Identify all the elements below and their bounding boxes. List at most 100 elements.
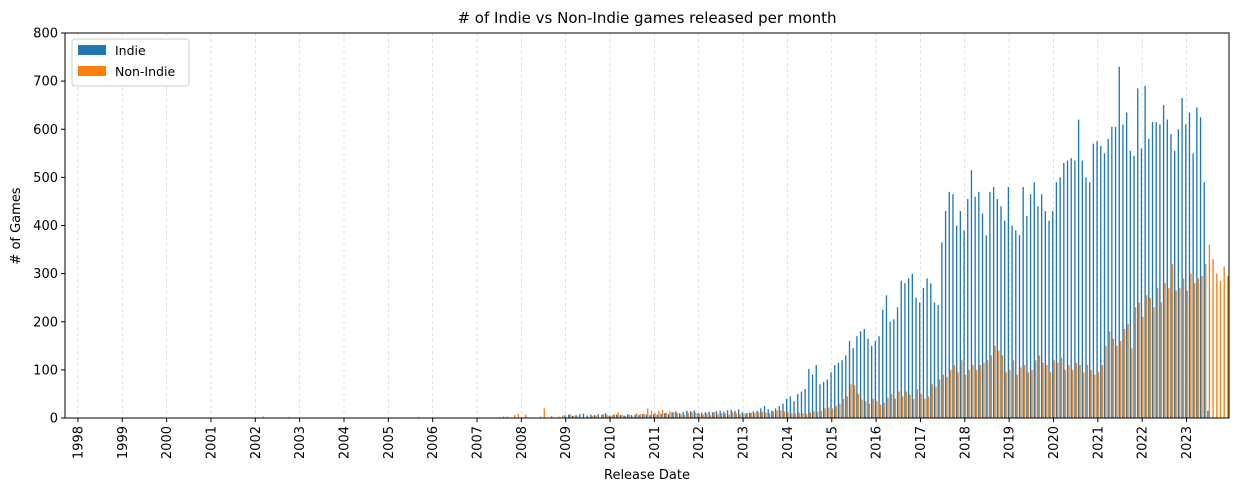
bar-indie-221 xyxy=(882,309,884,418)
bar-indie-249 xyxy=(985,235,987,418)
y-tick-label-600: 600 xyxy=(33,123,58,138)
bar-indie-177 xyxy=(719,410,721,418)
bar-non-indie-134 xyxy=(562,415,564,418)
bar-indie-168 xyxy=(686,410,688,418)
bar-non-indie-259 xyxy=(1023,365,1026,418)
bar-indie-246 xyxy=(974,196,976,418)
bar-non-indie-203 xyxy=(817,411,819,418)
bar-non-indie-296 xyxy=(1160,302,1163,418)
bar-indie-137 xyxy=(571,415,574,418)
bar-indie-282 xyxy=(1107,138,1109,418)
bar-indie-229 xyxy=(911,273,913,418)
bar-indie-271 xyxy=(1066,160,1069,418)
bar-indie-247 xyxy=(978,191,980,418)
bar-non-indie-137 xyxy=(573,416,575,418)
bar-non-indie-248 xyxy=(983,362,985,418)
legend: Indie Non-Indie xyxy=(71,38,190,87)
x-tick-label-2011: 2011 xyxy=(648,426,663,459)
bar-indie-180 xyxy=(730,409,732,418)
y-tick-label-700: 700 xyxy=(33,75,58,90)
x-tick-label-2012: 2012 xyxy=(692,426,707,459)
bar-non-indie-128 xyxy=(539,416,542,418)
bar-non-indie-122 xyxy=(517,413,520,418)
bar-non-indie-310 xyxy=(1212,259,1214,418)
bar-non-indie-118 xyxy=(502,416,505,418)
bar-indie-250 xyxy=(989,191,991,418)
bar-indie-308 xyxy=(1203,182,1205,418)
bar-indie-193 xyxy=(778,405,780,418)
bars xyxy=(262,66,1229,418)
bar-non-indie-274 xyxy=(1079,365,1081,418)
bar-non-indie-165 xyxy=(676,413,678,418)
bar-non-indie-304 xyxy=(1190,273,1192,418)
bar-non-indie-225 xyxy=(898,391,900,418)
bar-non-indie-151 xyxy=(624,416,627,418)
bar-non-indie-143 xyxy=(595,415,597,418)
bar-non-indie-161 xyxy=(661,409,664,418)
bar-non-indie-174 xyxy=(709,415,712,418)
bar-indie-262 xyxy=(1033,182,1035,418)
bar-non-indie-198 xyxy=(798,412,800,418)
bar-non-indie-53 xyxy=(262,416,265,418)
x-tick-label-2022: 2022 xyxy=(1136,426,1151,459)
bar-indie-299 xyxy=(1170,134,1172,418)
bar-indie-234 xyxy=(930,283,932,418)
x-tick-label-2015: 2015 xyxy=(825,426,840,459)
bar-indie-210 xyxy=(841,360,843,418)
bar-non-indie-237 xyxy=(942,374,945,418)
bar-indie-269 xyxy=(1059,177,1061,418)
bar-indie-219 xyxy=(874,341,877,418)
bar-non-indie-158 xyxy=(650,410,653,418)
bar-non-indie-251 xyxy=(994,345,996,418)
bar-indie-153 xyxy=(630,415,633,418)
x-tick-label-2004: 2004 xyxy=(337,426,352,459)
bar-non-indie-227 xyxy=(905,391,908,418)
bar-non-indie-262 xyxy=(1035,360,1037,418)
bar-indie-252 xyxy=(996,199,998,418)
bar-indie-238 xyxy=(944,211,947,418)
bar-non-indie-206 xyxy=(828,407,830,418)
bar-non-indie-280 xyxy=(1101,365,1103,418)
bar-non-indie-167 xyxy=(684,415,686,418)
bar-non-indie-278 xyxy=(1094,374,1096,418)
bar-indie-285 xyxy=(1118,66,1120,418)
bar-non-indie-288 xyxy=(1131,348,1133,418)
bar-non-indie-303 xyxy=(1186,290,1188,418)
bar-indie-236 xyxy=(937,304,939,418)
bar-non-indie-234 xyxy=(931,384,933,418)
bar-non-indie-293 xyxy=(1149,297,1151,418)
bar-indie-159 xyxy=(652,414,655,418)
bar-indie-290 xyxy=(1137,88,1139,418)
bar-indie-175 xyxy=(712,412,714,418)
bar-indie-228 xyxy=(907,278,910,418)
bar-non-indie-241 xyxy=(957,372,959,418)
bar-non-indie-309 xyxy=(1208,244,1211,418)
bar-non-indie-178 xyxy=(724,413,727,418)
bar-indie-291 xyxy=(1140,148,1143,418)
bar-indie-162 xyxy=(664,413,666,418)
bar-indie-169 xyxy=(689,411,692,418)
bar-indie-231 xyxy=(919,302,921,418)
bar-indie-225 xyxy=(896,307,899,418)
bar-indie-187 xyxy=(756,410,758,418)
bar-non-indie-260 xyxy=(1027,372,1030,418)
bar-non-indie-188 xyxy=(761,411,763,418)
bar-indie-292 xyxy=(1144,85,1146,418)
bar-indie-194 xyxy=(782,403,784,418)
bar-indie-149 xyxy=(616,414,618,418)
bar-indie-223 xyxy=(889,321,891,418)
bar-indie-244 xyxy=(967,199,969,418)
bar-indie-240 xyxy=(952,194,954,418)
bar-non-indie-119 xyxy=(506,416,508,418)
bar-indie-211 xyxy=(845,355,847,418)
bar-non-indie-313 xyxy=(1223,266,1225,418)
bar-indie-279 xyxy=(1096,141,1098,418)
bar-non-indie-226 xyxy=(902,396,904,418)
bar-indie-141 xyxy=(586,415,588,418)
bar-non-indie-267 xyxy=(1053,360,1055,418)
bar-indie-207 xyxy=(830,372,832,418)
bar-non-indie-308 xyxy=(1205,264,1207,418)
bar-non-indie-253 xyxy=(1001,355,1004,418)
bar-non-indie-202 xyxy=(813,411,815,418)
bar-non-indie-286 xyxy=(1123,328,1126,418)
